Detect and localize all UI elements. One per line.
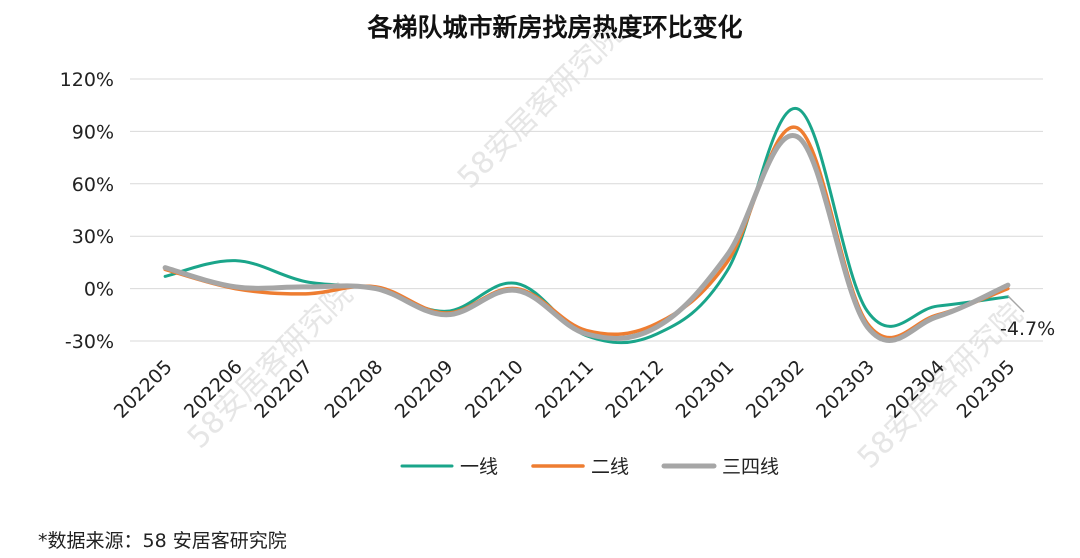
source-note: *数据来源：58 安居客研究院 [38, 530, 287, 552]
annotation-label: -4.7% [1000, 318, 1055, 340]
y-tick-label: 120% [60, 69, 114, 91]
watermark-text: 58安居客研究院 [451, 17, 630, 196]
x-tick-label: 202212 [601, 356, 668, 423]
chart-title: 各梯队城市新房找房热度环比变化 [366, 13, 742, 42]
legend: 一线 二线 三四线 [400, 456, 779, 478]
x-tick-label: 202302 [742, 356, 809, 423]
x-tick-label: 202210 [461, 356, 528, 423]
y-tick-label: -30% [65, 331, 114, 353]
y-tick-label: 90% [72, 121, 114, 143]
legend-label: 二线 [591, 456, 629, 478]
annotation-leader-line [1007, 295, 1025, 313]
x-tick-label: 202301 [672, 356, 739, 423]
y-tick-label: 60% [72, 174, 114, 196]
x-tick-label: 202211 [531, 356, 598, 423]
x-tick-label: 202208 [320, 356, 387, 423]
annotation-group: -4.7% [1000, 295, 1055, 340]
x-tick-label: 202205 [110, 356, 177, 423]
y-tick-label: 30% [72, 226, 114, 248]
x-tick-label: 202209 [391, 356, 458, 423]
series-lines [162, 107, 1011, 345]
series-line [163, 107, 1010, 345]
series-line [163, 125, 1010, 340]
legend-label: 一线 [460, 456, 498, 478]
watermark-text: 58安居客研究院 [181, 277, 360, 456]
series-line [162, 133, 1011, 343]
legend-label: 三四线 [722, 456, 779, 478]
x-tick-label: 202303 [812, 356, 879, 423]
y-tick-label: 0% [84, 279, 114, 301]
y-axis-ticks: 120% 90% 60% 30% 0% -30% [60, 69, 114, 353]
grid-lines [130, 78, 1043, 342]
